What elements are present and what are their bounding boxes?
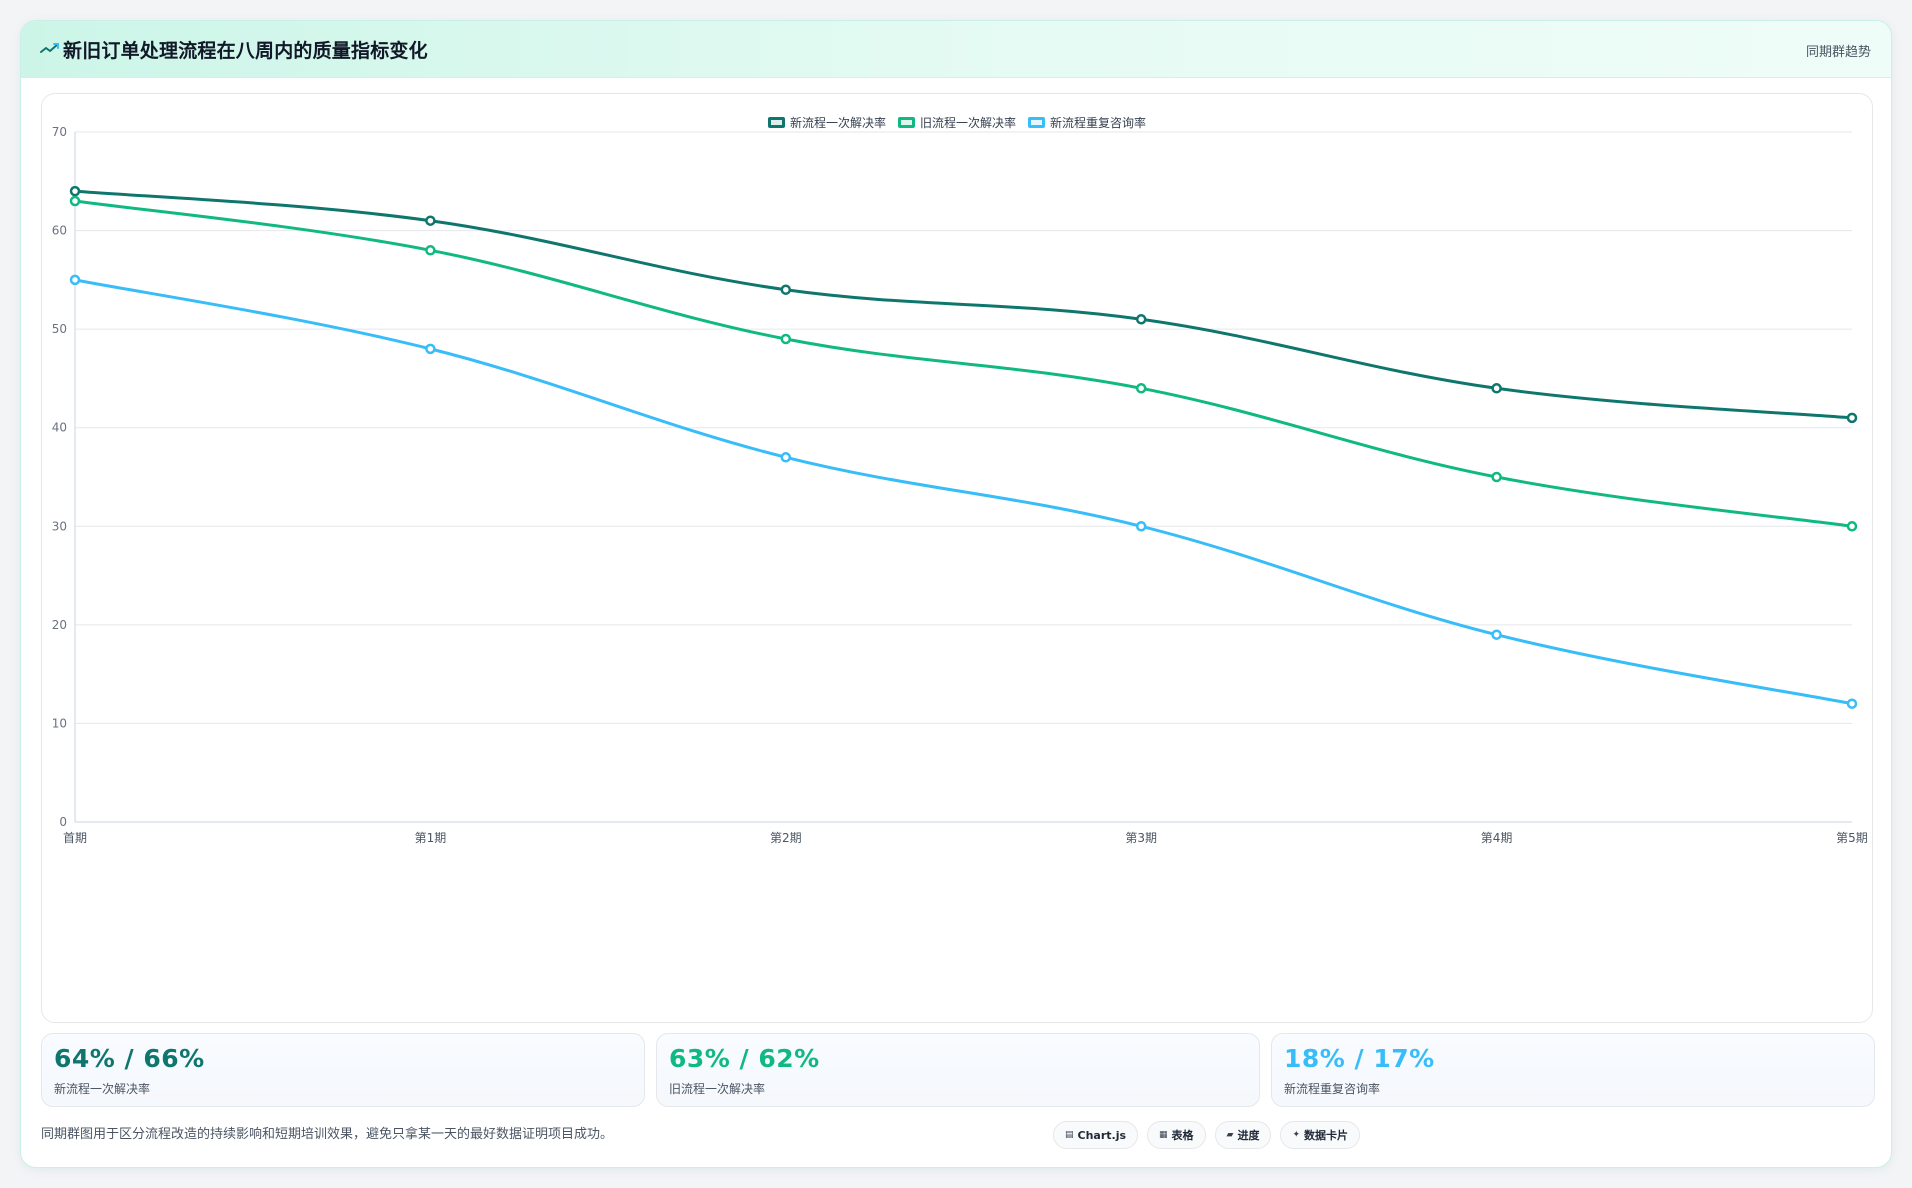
stat-value: 64% / 66% [54,1044,205,1073]
stat-label: 新流程重复咨询率 [1284,1082,1381,1096]
stat-card-old-fcr: 63% / 62% 旧流程一次解决率 [656,1033,1260,1107]
y-tick-label: 50 [52,322,67,336]
data-point [1846,698,1858,709]
chip-label: 数据卡片 [1304,1129,1349,1142]
table-icon: ▦ [1159,1130,1168,1140]
stat-cards: 64% / 66% 新流程一次解决率 63% / 62% 旧流程一次解决率 18… [41,1033,1875,1107]
data-point [69,195,81,207]
legend-label: 旧流程一次解决率 [919,115,1016,130]
y-tick-label: 0 [59,815,67,829]
x-tick-label: 首期 [63,831,87,845]
data-point [1491,383,1502,394]
data-point [1135,314,1147,325]
data-point [425,245,436,256]
y-tick-label: 30 [52,519,67,533]
series-line-0 [73,189,1854,420]
legend-label: 新流程一次解决率 [789,115,886,130]
data-point [69,185,81,197]
x-tick-label: 第1期 [415,831,447,845]
y-tick-label: 60 [52,224,67,238]
chip-chartjs[interactable]: ▤ Chart.js [1053,1121,1139,1149]
chip-progress[interactable]: ▰ 进度 [1214,1121,1272,1149]
chip-label: 进度 [1237,1129,1260,1142]
chip-table[interactable]: ▦ 表格 [1147,1121,1206,1149]
card-header: 新旧订单处理流程在八周内的质量指标变化 同期群趋势 [21,21,1891,78]
x-tick-label: 第2期 [770,831,802,845]
stat-label: 旧流程一次解决率 [669,1082,766,1096]
view-chips: ▤ Chart.js ▦ 表格 ▰ 进度 ✦ 数据卡片 [1053,1121,1361,1149]
y-tick-label: 10 [52,716,67,730]
legend-item[interactable]: 新流程一次解决率 [767,114,886,131]
y-tick-label: 40 [52,421,67,435]
data-point [1846,412,1858,424]
data-point [425,343,436,355]
series-line-2 [73,278,1854,706]
data-card-icon: ✦ [1292,1130,1301,1140]
data-point [1491,471,1502,483]
stat-value: 63% / 62% [669,1044,820,1073]
x-tick-label: 第5期 [1836,831,1868,845]
series-line-1 [73,199,1854,528]
data-point [1135,383,1147,394]
stat-value: 18% / 17% [1284,1044,1435,1073]
chart-card: 新旧订单处理流程在八周内的质量指标变化 同期群趋势 0 10 20 30 40 50 60 7… [20,20,1892,1168]
data-point [1846,521,1858,532]
stat-card-new-fcr: 64% / 66% 新流程一次解决率 [41,1033,645,1107]
chart-panel: 0 10 20 30 40 50 60 70 首期 第1期 第2期 第3期 第4期 第5期 新流程一次解决… [41,93,1873,1023]
y-tick-label: 20 [52,618,67,632]
legend-item[interactable]: 新流程重复咨询率 [1028,114,1146,131]
data-point [780,284,792,295]
progress-icon: ▰ [1226,1130,1234,1140]
legend-swatch [897,116,915,128]
stat-card-repeat-rate: 18% / 17% 新流程重复咨询率 [1271,1033,1875,1107]
data-point [1135,521,1147,532]
legend-label: 新流程重复咨询率 [1050,115,1147,130]
data-point [69,274,81,286]
chip-label: 表格 [1171,1129,1194,1142]
chip-label: Chart.js [1077,1128,1127,1142]
legend-item[interactable]: 旧流程一次解决率 [897,114,1016,131]
legend-swatch [767,116,785,128]
data-point [425,215,436,226]
legend-swatch [1028,116,1045,128]
data-point [1491,629,1502,640]
line-chart: 0 10 20 30 40 50 60 70 首期 第1期 第2期 第3期 第4期 第5期 [52,125,1868,845]
x-tick-label: 第4期 [1481,831,1513,845]
data-point [780,452,792,463]
stat-label: 新流程一次解决率 [54,1082,151,1096]
chip-data-card[interactable]: ✦ 数据卡片 [1280,1121,1361,1149]
data-point [780,333,792,345]
chart-footnote: 同期群图用于区分流程改造的持续影响和短期培训效果，避免只拿某一天的最好数据证明项… [41,1127,614,1142]
y-tick-label: 70 [52,125,67,139]
chart-icon: ▤ [1065,1130,1074,1140]
page-title: 新旧订单处理流程在八周内的质量指标变化 [63,40,428,62]
cohort-trend-link[interactable]: 同期群趋势 [1805,45,1871,60]
x-tick-label: 第3期 [1125,831,1157,845]
chart-legend: 新流程一次解决率 旧流程一次解决率 新流程重复咨询率 [42,112,1872,132]
trend-line-icon [40,43,59,53]
